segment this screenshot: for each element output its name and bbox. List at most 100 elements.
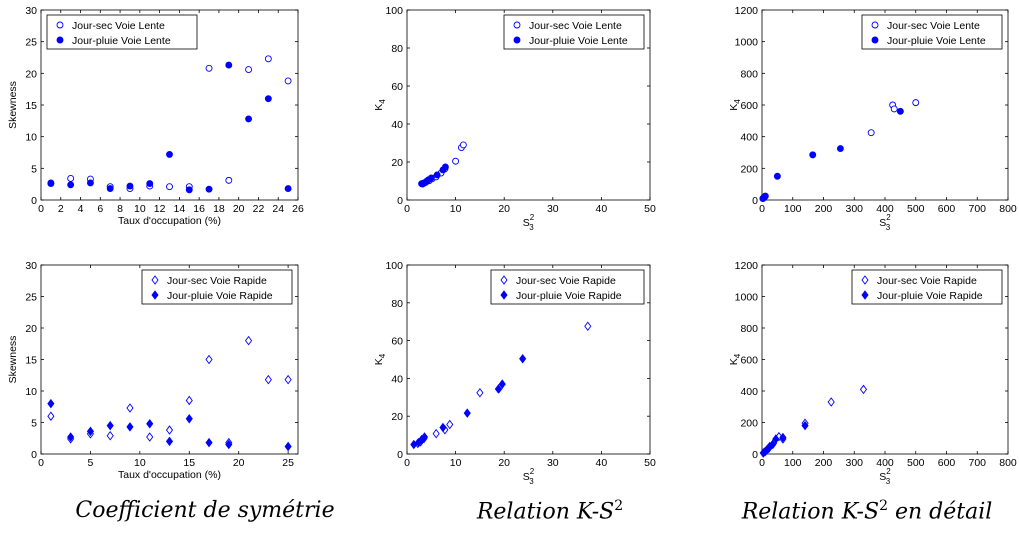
x-tick-label: 700 <box>968 203 986 215</box>
data-point <box>185 186 193 194</box>
caption-middle-sup: 2 <box>614 498 624 514</box>
x-tick-label: 20 <box>233 203 245 215</box>
y-tick-label: 200 <box>740 163 758 175</box>
data-point <box>146 419 154 429</box>
series-sec <box>759 384 868 458</box>
data-point <box>225 176 233 184</box>
x-tick-label: 18 <box>213 203 225 215</box>
data-point <box>284 374 292 385</box>
data-point <box>264 55 272 63</box>
legend-marker <box>871 21 879 29</box>
legend-box <box>861 14 1003 50</box>
legend-marker <box>56 21 64 29</box>
y-tick-label: 400 <box>740 386 758 398</box>
legend-box <box>46 14 198 50</box>
x-tick-label: 0 <box>404 203 410 215</box>
legend-label: Jour-pluie Voie Lente <box>72 35 171 47</box>
legend-label: Jour-pluie Voie Rapide <box>516 290 622 302</box>
y-tick-label: 0 <box>31 195 37 207</box>
data-point <box>47 411 55 421</box>
data-point <box>441 163 449 171</box>
caption-right-text: Relation K-S <box>741 499 880 525</box>
data-point <box>809 151 817 159</box>
caption-right-sup: 2 <box>879 498 888 514</box>
data-point <box>801 420 809 431</box>
x-tick-label: 20 <box>498 203 510 215</box>
data-point <box>67 432 75 442</box>
x-tick-label: 200 <box>815 457 833 469</box>
y-tick-label: 10 <box>25 132 37 144</box>
x-tick-label: 0 <box>38 203 44 215</box>
x-tick-label: 500 <box>907 203 925 215</box>
data-point <box>166 150 173 158</box>
x-tick-label: 20 <box>233 457 245 469</box>
data-point <box>205 437 213 448</box>
data-point <box>67 175 75 182</box>
data-point <box>896 107 904 115</box>
data-point <box>126 182 134 190</box>
x-tick-label: 8 <box>117 203 123 215</box>
data-point <box>225 439 233 450</box>
legend-label: Jour-sec Voie Lente <box>529 20 622 32</box>
legend-box <box>141 269 293 305</box>
x-tick-label: 700 <box>968 457 986 469</box>
data-point <box>769 439 777 450</box>
x-axis-label: S2 3 <box>879 213 891 232</box>
x-tick-label: 300 <box>845 457 863 469</box>
y-tick-label: 100 <box>385 260 403 272</box>
legend-marker <box>500 275 508 285</box>
y-tick-label: 0 <box>752 195 758 207</box>
legend-marker <box>861 290 869 300</box>
x-tick-label: 400 <box>876 203 894 215</box>
data-point <box>827 397 835 407</box>
y-tick-label: 200 <box>740 418 758 430</box>
data-point <box>446 419 454 430</box>
data-point <box>264 95 272 103</box>
x-tick-label: 300 <box>845 203 863 215</box>
data-point <box>86 426 94 437</box>
x-axis-label: Taux d'occupation (%) <box>118 469 221 481</box>
data-point <box>106 185 114 193</box>
series-sec <box>47 335 292 448</box>
y-tick-label: 100 <box>385 5 403 17</box>
y-tick-label: 1000 <box>735 292 759 304</box>
data-point <box>773 172 781 180</box>
legend-marker <box>871 36 879 44</box>
series-pluie <box>759 420 809 458</box>
y-tick-label: 600 <box>740 100 758 112</box>
series-pluie <box>418 163 449 188</box>
x-tick-label: 25 <box>282 457 294 469</box>
x-tick-label: 15 <box>183 457 195 469</box>
x-tick-label: 10 <box>450 203 462 215</box>
y-tick-label: 400 <box>740 132 758 144</box>
x-axis-label: S2 3 <box>523 467 535 486</box>
legend-marker <box>151 290 159 300</box>
legend-label: Jour-sec Voie Lente <box>887 20 980 32</box>
x-tick-label: 5 <box>88 457 94 469</box>
legend-label: Jour-pluie Voie Rapide <box>167 290 273 302</box>
data-point <box>245 335 253 346</box>
legend-label: Jour-sec Voie Rapide <box>877 275 977 287</box>
series-pluie <box>410 353 527 450</box>
caption-left: Coefficient de symétrie <box>40 498 370 523</box>
x-tick-label: 0 <box>404 457 410 469</box>
x-tick-label: 26 <box>292 203 304 215</box>
x-tick-label: 12 <box>154 203 166 215</box>
data-point <box>205 64 213 72</box>
y-tick-label: 10 <box>25 386 37 398</box>
y-tick-label: 20 <box>391 157 403 169</box>
x-tick-label: 500 <box>907 457 925 469</box>
data-point <box>519 353 527 364</box>
y-tick-label: 20 <box>391 411 403 423</box>
y-tick-label: 15 <box>25 100 37 112</box>
x-axis-label: Taux d'occupation (%) <box>118 215 221 227</box>
y-axis-label: Skewness <box>7 336 19 384</box>
x-tick-label: 10 <box>450 457 462 469</box>
x-tick-label: 10 <box>134 203 146 215</box>
x-axis-label: S2 3 <box>523 213 535 232</box>
x-tick-label: 50 <box>644 203 656 215</box>
data-point <box>146 432 154 442</box>
data-point <box>106 430 114 441</box>
legend-label: Jour-sec Voie Lente <box>72 20 165 32</box>
data-point <box>859 384 868 395</box>
